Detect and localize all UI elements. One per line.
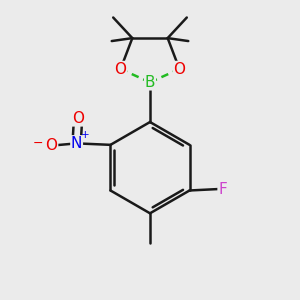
Text: B: B	[145, 75, 155, 90]
Text: O: O	[46, 138, 58, 153]
Text: N: N	[71, 136, 82, 151]
Text: O: O	[72, 111, 84, 126]
Text: O: O	[115, 61, 127, 76]
Text: −: −	[32, 137, 43, 150]
Text: O: O	[173, 61, 185, 76]
Text: F: F	[218, 182, 227, 196]
Text: +: +	[80, 130, 89, 140]
